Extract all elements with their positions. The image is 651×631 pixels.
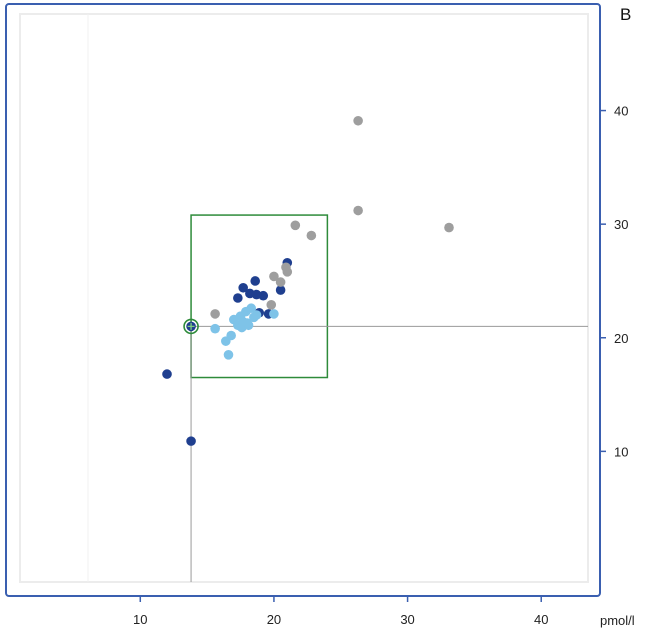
data-point: [290, 220, 301, 231]
data-point: [306, 230, 317, 241]
data-point: [233, 293, 243, 303]
plot-frame: [5, 3, 601, 597]
data-point: [353, 205, 363, 216]
data-point: [162, 369, 172, 379]
y-tick-label: 30: [614, 217, 628, 232]
x-tick-label: 10: [133, 612, 147, 627]
data-point: [353, 115, 363, 126]
data-point: [246, 303, 257, 314]
data-point: [251, 289, 262, 300]
highlight-ring: [183, 318, 199, 335]
panel-label: B: [620, 5, 631, 24]
x-tick-label: 20: [267, 612, 281, 627]
data-point: [444, 222, 454, 233]
y-tick-label: 10: [614, 444, 628, 459]
data-point: [223, 350, 234, 360]
data-point: [210, 323, 220, 334]
data-point: [281, 262, 291, 273]
reference-box: [190, 214, 329, 379]
data-point: [238, 282, 248, 293]
data-point: [250, 276, 261, 286]
y-tick-label: 20: [614, 331, 628, 346]
data-point: [269, 271, 279, 282]
data-point: [186, 436, 196, 446]
data-point: [275, 277, 286, 287]
data-point: [266, 300, 277, 310]
plot-inner-border: [19, 13, 589, 583]
y-tick-label: 40: [614, 104, 628, 119]
data-point: [210, 309, 220, 319]
data-point: [251, 310, 262, 320]
data-point: [275, 285, 286, 295]
x-tick-label: 40: [534, 612, 548, 627]
highlight-cross-icon: [187, 322, 195, 330]
x-axis-label: pmol/l: [600, 613, 635, 628]
x-tick-label: 30: [400, 612, 414, 627]
data-point: [226, 330, 236, 341]
data-point: [269, 309, 279, 319]
data-point: [242, 318, 252, 328]
